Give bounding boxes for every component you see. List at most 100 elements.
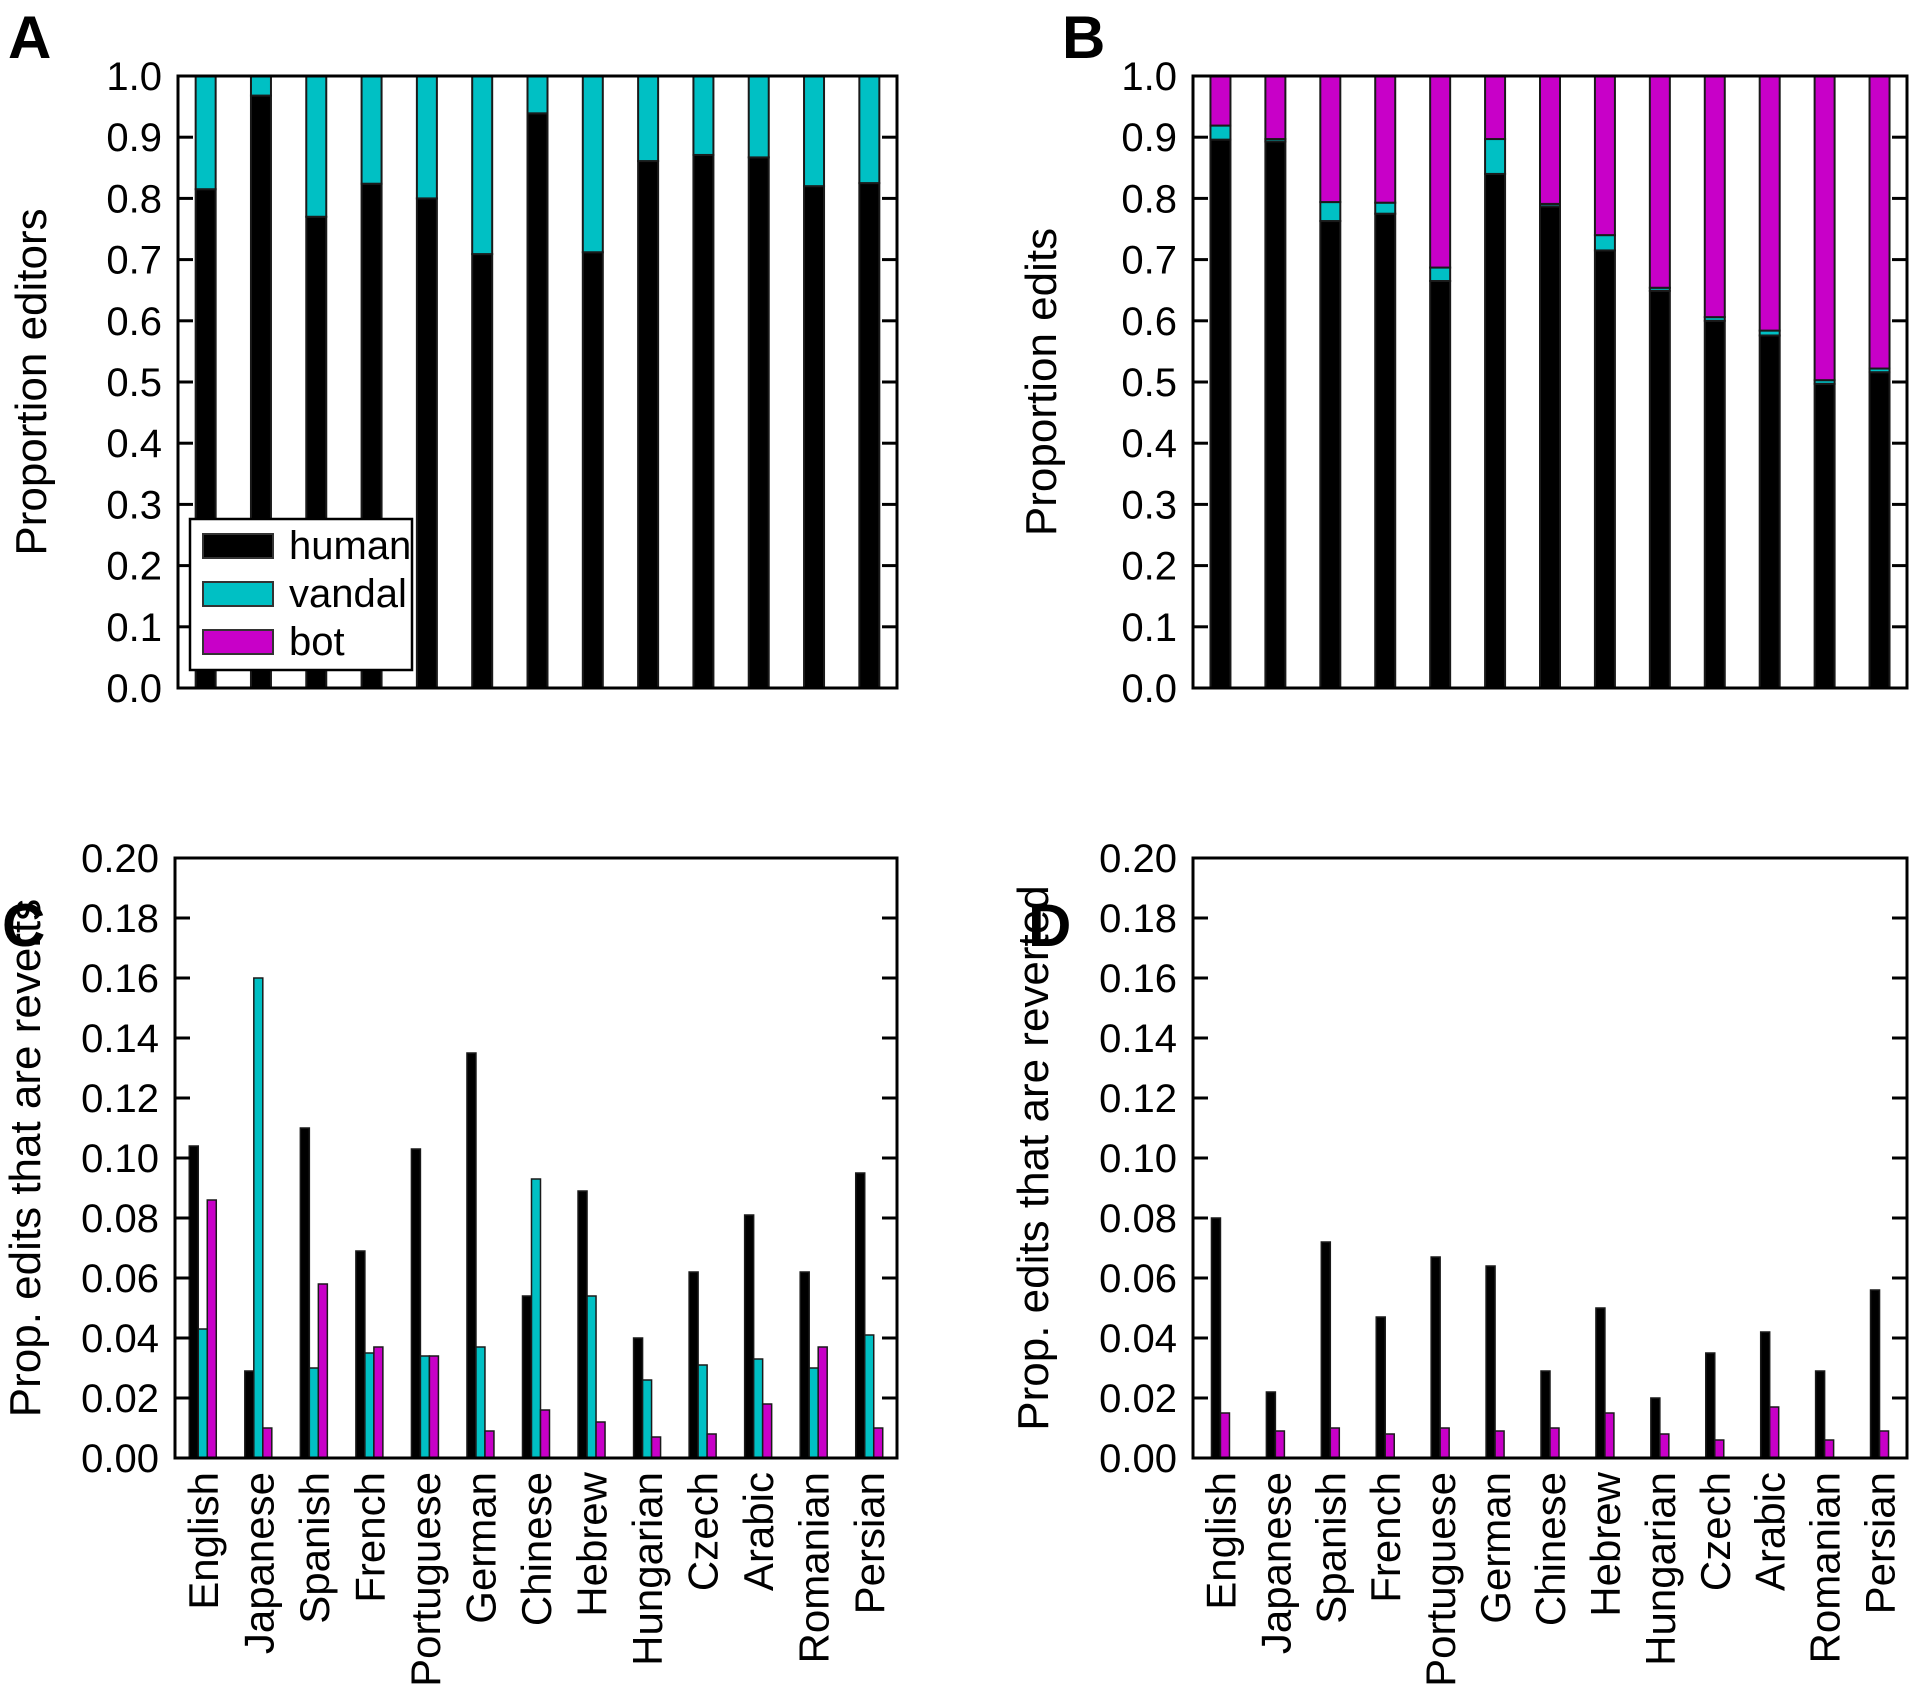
bar-a-human-persian — [858, 182, 881, 689]
ytick-label: 1.0 — [106, 55, 162, 99]
bar-c-bot-hungarian — [650, 1436, 662, 1459]
bar-d-human-german — [1485, 1265, 1496, 1459]
bar-a-vandal-german — [471, 75, 494, 256]
bar-b-human-hungarian — [1648, 289, 1671, 689]
plot-area-d — [1193, 858, 1907, 1458]
bar-d-bot-english — [1219, 1412, 1231, 1459]
bar-b-bot-romanian — [1813, 75, 1836, 382]
ytick-label: 0.00 — [1099, 1437, 1177, 1481]
bar-b-bot-english — [1209, 75, 1232, 127]
bar-c-human-portuguese — [410, 1148, 422, 1459]
bar-c-vandal-hebrew — [586, 1295, 597, 1459]
xtick-label-portuguese: Portuguese — [402, 1472, 449, 1685]
ytick-label: 0.20 — [81, 837, 159, 881]
bar-b-bot-spanish — [1319, 75, 1342, 204]
bar-d-bot-spanish — [1329, 1427, 1341, 1459]
bar-c-vandal-portuguese — [419, 1355, 431, 1459]
bar-b-human-portuguese — [1429, 280, 1452, 689]
ytick-label: 0.0 — [1121, 667, 1177, 711]
bar-c-vandal-french — [364, 1352, 375, 1459]
xtick-label-german: German — [457, 1472, 504, 1624]
bar-c-vandal-czech — [697, 1364, 708, 1459]
bar-b-vandal-hebrew — [1593, 234, 1616, 252]
axis-frame-d — [1191, 856, 1909, 1460]
bar-d-bot-japanese — [1274, 1430, 1286, 1459]
bar-a-human-german — [471, 253, 494, 689]
ytick-label: 0.2 — [106, 545, 162, 589]
bar-b-human-hebrew — [1593, 249, 1616, 689]
ytick-label: 0.00 — [81, 1437, 159, 1481]
bar-b-vandal-english — [1209, 124, 1232, 141]
bar-c-bot-romanian — [817, 1346, 828, 1459]
y-axis-title-a: Proportion editors — [7, 208, 56, 555]
ytick-label: 0.4 — [106, 422, 162, 466]
xtick-label-romanian: Romanian — [1802, 1472, 1849, 1663]
bar-d-bot-arabic — [1768, 1406, 1780, 1459]
bar-a-human-chinese — [526, 112, 549, 690]
ytick-label: 0.5 — [1121, 361, 1177, 405]
bar-c-vandal-romanian — [808, 1367, 819, 1459]
ytick-label: 0.06 — [81, 1257, 159, 1301]
bar-b-vandal-spanish — [1319, 201, 1342, 223]
bar-c-bot-arabic — [761, 1403, 773, 1459]
xtick-label-portuguese: Portuguese — [1417, 1472, 1464, 1685]
bar-d-bot-romanian — [1823, 1439, 1835, 1459]
bar-a-vandal-french — [360, 75, 383, 185]
bar-d-bot-german — [1494, 1430, 1505, 1459]
bar-b-human-persian — [1868, 371, 1891, 689]
bar-a-vandal-hebrew — [581, 75, 604, 254]
bar-b-bot-portuguese — [1429, 75, 1452, 269]
bar-a-vandal-czech — [692, 75, 715, 156]
bar-d-bot-hungarian — [1659, 1433, 1670, 1459]
ytick-label: 0.02 — [1099, 1377, 1177, 1421]
ytick-label: 0.9 — [106, 116, 162, 160]
xtick-label-persian: Persian — [846, 1472, 893, 1614]
bar-b-bot-persian — [1868, 75, 1891, 370]
y-axis-title-d: Prop. edits that are reverted — [1009, 885, 1058, 1430]
bar-d-human-portuguese — [1430, 1256, 1441, 1459]
ytick-label: 0.14 — [1099, 1017, 1177, 1061]
xtick-label-french: French — [1362, 1472, 1409, 1603]
xtick-label-czech: Czech — [1692, 1472, 1739, 1591]
ytick-label: 0.06 — [1099, 1257, 1177, 1301]
bar-c-bot-german — [484, 1430, 495, 1459]
bar-c-vandal-persian — [863, 1334, 875, 1459]
bar-d-human-chinese — [1540, 1370, 1551, 1459]
xtick-label-hungarian: Hungarian — [1637, 1472, 1684, 1666]
legend-label-bot: bot — [289, 620, 345, 664]
bar-b-bot-german — [1484, 75, 1507, 141]
bar-a-human-hebrew — [581, 251, 604, 689]
bar-b-human-german — [1484, 172, 1507, 690]
bar-c-bot-portuguese — [428, 1355, 440, 1459]
ytick-label: 0.9 — [1121, 116, 1177, 160]
bar-d-bot-chinese — [1549, 1427, 1560, 1459]
ytick-label: 0.08 — [1099, 1197, 1177, 1241]
bar-b-bot-french — [1374, 75, 1397, 204]
panel-letter-d: D — [1028, 892, 1072, 959]
ytick-label: 0.8 — [1121, 177, 1177, 221]
ytick-label: 0.7 — [106, 239, 162, 283]
ytick-label: 0.04 — [81, 1317, 159, 1361]
bar-b-human-english — [1209, 138, 1232, 689]
bar-a-vandal-japanese — [249, 75, 272, 97]
bar-c-bot-chinese — [539, 1409, 551, 1459]
legend-swatch-bot — [202, 629, 274, 655]
ytick-label: 0.6 — [1121, 300, 1177, 344]
ytick-label: 0.8 — [106, 177, 162, 221]
legend-swatch-vandal — [202, 581, 274, 607]
ytick-label: 0.14 — [81, 1017, 159, 1061]
xtick-label-czech: Czech — [680, 1472, 727, 1591]
ytick-label: 0.04 — [1099, 1317, 1177, 1361]
legend-swatch-human — [202, 533, 274, 559]
bar-a-vandal-persian — [858, 75, 881, 185]
bar-d-human-czech — [1705, 1352, 1716, 1459]
bar-b-human-spanish — [1319, 220, 1342, 689]
bar-b-vandal-german — [1484, 138, 1507, 175]
ytick-label: 0.5 — [106, 361, 162, 405]
bar-d-bot-czech — [1714, 1439, 1725, 1459]
ytick-label: 0.02 — [81, 1377, 159, 1421]
panel-letter-c: C — [2, 892, 46, 959]
bar-b-bot-japanese — [1264, 75, 1287, 141]
xtick-label-german: German — [1472, 1472, 1519, 1624]
bar-a-vandal-romanian — [803, 75, 826, 188]
